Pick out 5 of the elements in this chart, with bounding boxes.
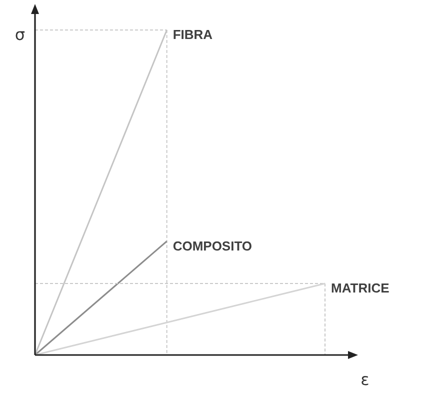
y-axis-title: σ xyxy=(14,25,26,44)
series-label: FIBRA xyxy=(172,27,214,42)
x-axis-title: ε xyxy=(360,370,370,389)
series-label: MATRICE xyxy=(331,280,390,296)
series-label: COMPOSITO xyxy=(172,238,252,254)
